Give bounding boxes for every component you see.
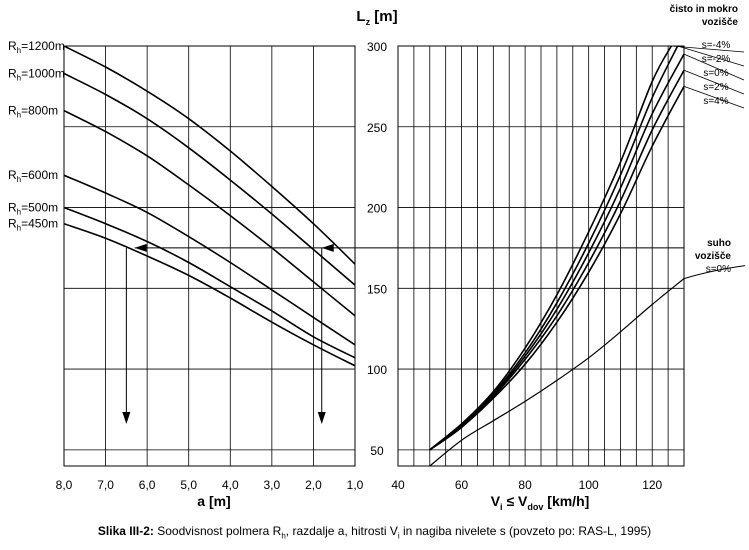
right-series-label: s=-2%: [702, 54, 731, 65]
left-series-line: [64, 72, 355, 286]
left-x-tick-label: 1,0: [347, 478, 364, 492]
right-series-line: [429, 53, 684, 451]
left-series-label: Rh=500m: [8, 201, 58, 217]
dry-curve-extension: [683, 265, 746, 280]
y-tick-label: 250: [367, 121, 387, 135]
caption-sub-2: i: [397, 531, 400, 541]
left-x-tick-label: 5,0: [180, 478, 197, 492]
left-x-tick-label: 7,0: [97, 478, 114, 492]
caption-text-3: in nagiba nivelete s (povzeto po: RAS-L,…: [399, 524, 652, 538]
left-panel: [63, 45, 356, 467]
left-series-line: [64, 206, 355, 359]
series-leader-line: [683, 69, 745, 95]
caption-text-2: , razdalje a, hitrosti V: [285, 524, 398, 538]
left-series-label: Rh=450m: [8, 217, 58, 233]
right-series-label: s=2%: [703, 82, 728, 93]
y-tick-label: 150: [367, 282, 387, 296]
right-x-tick-label: 80: [518, 478, 532, 492]
left-series-line: [64, 174, 355, 346]
left-x-tick-label: 3,0: [264, 478, 281, 492]
left-series-label: Rh=1200m: [8, 39, 65, 55]
right-panel: [397, 45, 746, 467]
left-series-label: Rh=600m: [8, 168, 58, 184]
arrowhead-down-2: [317, 412, 326, 424]
right-series-line: [429, 278, 684, 466]
y-tick-label: 50: [370, 444, 384, 458]
left-plot-frame: [63, 45, 356, 467]
chart-labels: Rh=1200m Rh=1000m Rh=800m Rh=600m Rh=500mRh=…: [8, 4, 745, 512]
series-leader-line: [677, 45, 745, 67]
arrowhead-down-1: [122, 412, 131, 424]
right-series-line: [429, 86, 684, 451]
y-tick-label: 100: [367, 363, 387, 377]
dry-group-label: suho: [707, 238, 731, 249]
left-x-axis-title: a [m]: [197, 493, 230, 509]
figure-caption: Slika III-2: Soodvisnost polmera Rh, raz…: [0, 524, 749, 540]
left-series-line: [64, 222, 355, 367]
reading-guides: [122, 243, 684, 424]
right-plot-frame: [397, 45, 685, 467]
right-series-label: s=-4%: [702, 40, 731, 51]
right-x-tick-label: 40: [391, 478, 405, 492]
right-x-tick-label: 100: [579, 478, 599, 492]
y-tick-label: 200: [367, 202, 387, 216]
caption-text-1: Soodvisnost polmera R: [153, 524, 282, 538]
right-series-line: [429, 46, 679, 451]
right-series-label: s=0%: [703, 68, 728, 79]
wet-group-label: čisto in mokro: [670, 4, 738, 15]
right-x-tick-label: 60: [455, 478, 469, 492]
arrowhead-left-1: [134, 243, 147, 252]
y-axis-title: Lz [m]: [356, 8, 397, 27]
caption-sub-1: h: [281, 531, 286, 541]
left-x-tick-label: 2,0: [305, 478, 322, 492]
left-x-tick-label: 8,0: [56, 478, 73, 492]
series-leader-line: [683, 86, 745, 109]
right-x-tick-label: 120: [642, 478, 662, 492]
series-leader-line: [671, 45, 745, 53]
right-series-label: s=4%: [703, 96, 728, 107]
caption-label: Slika III-2:: [97, 524, 154, 538]
dry-group-label: vozišče: [695, 251, 732, 262]
series-leader-line: [683, 53, 745, 81]
arrowhead-left-2: [321, 243, 334, 252]
y-tick-label: 300: [367, 40, 387, 54]
dry-group-label: s=0%: [706, 264, 731, 275]
left-series-label: Rh=800m: [8, 104, 58, 120]
wet-group-label: vozišče: [702, 17, 739, 28]
left-series-line: [64, 109, 355, 317]
chart-figure: Rh=1200m Rh=1000m Rh=800m Rh=600m Rh=500mRh=…: [8, 4, 746, 512]
left-series-label: Rh=1000m: [8, 66, 65, 82]
left-x-tick-label: 4,0: [222, 478, 239, 492]
left-series-line: [64, 46, 355, 265]
left-x-tick-label: 6,0: [139, 478, 156, 492]
right-x-axis-title: Vi ≤ Vdov [km/h]: [491, 493, 590, 512]
